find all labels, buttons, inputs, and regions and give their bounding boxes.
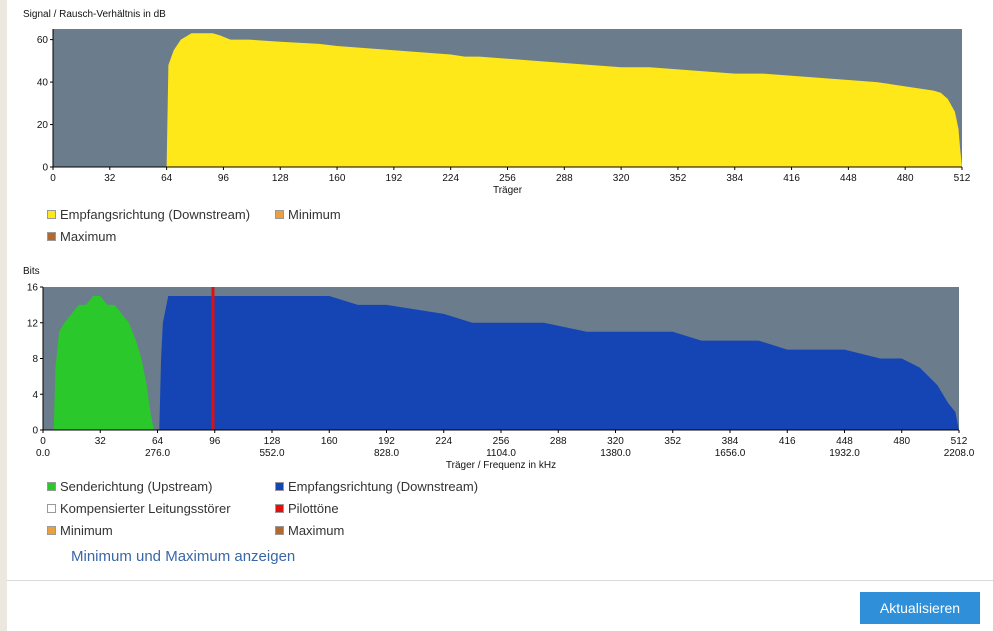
x-tick-label: 416 — [783, 173, 800, 184]
show-min-max-link[interactable]: Minimum und Maximum anzeigen — [71, 548, 296, 565]
x-tick-label: 128 — [264, 436, 281, 447]
x-tick-label: 512 — [951, 436, 968, 447]
x-tick-label: 416 — [779, 436, 796, 447]
x-axis-label: Träger / Frequenz in kHz — [446, 460, 556, 471]
x-tick-label: 128 — [272, 173, 289, 184]
divider — [7, 580, 993, 581]
x-freq-label: 0.0 — [36, 448, 50, 459]
refresh-button[interactable]: Aktualisieren — [860, 592, 980, 624]
x-tick-label: 288 — [556, 173, 573, 184]
pilot-swatch — [275, 504, 284, 513]
series-area-1 — [159, 295, 959, 430]
y-tick-label: 60 — [37, 35, 49, 46]
x-freq-label: 1104.0 — [486, 448, 516, 459]
y-tick-label: 4 — [32, 390, 38, 401]
y-tick-label: 0 — [42, 163, 48, 174]
legend2-pilot[interactable]: Pilottöne — [275, 501, 339, 516]
x-tick-label: 320 — [613, 173, 630, 184]
legend1-downstream[interactable]: Empfangsrichtung (Downstream) — [47, 207, 250, 222]
chart1-title: Signal / Rausch-Verhältnis in dB — [23, 9, 166, 20]
legend2-upstream[interactable]: Senderichtung (Upstream) — [47, 479, 212, 494]
x-tick-label: 448 — [840, 173, 857, 184]
chart2-title: Bits — [23, 266, 40, 277]
y-tick-label: 8 — [32, 354, 38, 365]
legend2-maximum-label: Maximum — [288, 523, 345, 538]
x-tick-label: 192 — [386, 173, 403, 184]
x-tick-label: 384 — [726, 173, 743, 184]
legend2-compensated[interactable]: Kompensierter Leitungsstörer — [47, 501, 231, 516]
y-tick-label: 0 — [32, 426, 38, 437]
y-tick-label: 20 — [37, 120, 49, 131]
legend1-minimum[interactable]: Minimum — [275, 207, 341, 222]
x-tick-label: 288 — [550, 436, 567, 447]
x-tick-label: 352 — [664, 436, 681, 447]
x-freq-label: 1932.0 — [829, 448, 860, 459]
x-tick-label: 0 — [40, 436, 46, 447]
x-tick-label: 64 — [152, 436, 164, 447]
compensated-swatch — [47, 504, 56, 513]
legend2-compensated-label: Kompensierter Leitungsstörer — [60, 501, 231, 516]
y-tick-label: 12 — [27, 318, 39, 329]
snr-chart: 0 20 40 60 0 32 64 96 128 160 192 224 256 288 320 352 38… — [37, 29, 971, 196]
x-tick-label: 96 — [218, 173, 230, 184]
x-freq-label: 2208.0 — [944, 448, 975, 459]
x-tick-label: 512 — [954, 173, 971, 184]
x-tick-label: 352 — [670, 173, 687, 184]
x-tick-label: 480 — [893, 436, 910, 447]
x-freq-label: 828.0 — [374, 448, 399, 459]
x-tick-label: 256 — [493, 436, 510, 447]
x-tick-label: 160 — [321, 436, 338, 447]
legend2-downstream-label: Empfangsrichtung (Downstream) — [288, 479, 479, 494]
x-freq-label: 276.0 — [145, 448, 170, 459]
series-area-0 — [53, 295, 154, 430]
x-tick-label: 480 — [897, 173, 914, 184]
legend1-maximum-label: Maximum — [60, 229, 117, 244]
downstream-swatch — [47, 210, 56, 219]
maximum-swatch — [275, 526, 284, 535]
x-tick-label: 224 — [435, 436, 452, 447]
x-tick-label: 448 — [836, 436, 853, 447]
legend1-minimum-label: Minimum — [288, 207, 341, 222]
x-tick-label: 384 — [722, 436, 739, 447]
downstream-swatch — [275, 482, 284, 491]
y-tick-label: 40 — [37, 78, 49, 89]
x-freq-label: 1656.0 — [715, 448, 746, 459]
series-area-0 — [164, 33, 962, 167]
legend2-downstream[interactable]: Empfangsrichtung (Downstream) — [275, 479, 478, 494]
x-tick-label: 32 — [104, 173, 116, 184]
legend1-maximum[interactable]: Maximum — [47, 229, 116, 244]
upstream-swatch — [47, 482, 56, 491]
x-tick-label: 192 — [378, 436, 395, 447]
x-freq-label: 1380.0 — [600, 448, 631, 459]
x-tick-label: 160 — [329, 173, 346, 184]
minimum-swatch — [47, 526, 56, 535]
x-tick-label: 0 — [50, 173, 56, 184]
x-tick-label: 224 — [442, 173, 459, 184]
y-tick-label: 16 — [27, 283, 39, 294]
minimum-swatch — [275, 210, 284, 219]
x-tick-label: 64 — [161, 173, 173, 184]
legend2-upstream-label: Senderichtung (Upstream) — [60, 479, 213, 494]
x-freq-label: 552.0 — [259, 448, 284, 459]
x-tick-label: 96 — [209, 436, 221, 447]
legend2-minimum[interactable]: Minimum — [47, 523, 113, 538]
x-tick-label: 320 — [607, 436, 624, 447]
legend1-downstream-label: Empfangsrichtung (Downstream) — [60, 207, 251, 222]
maximum-swatch — [47, 232, 56, 241]
x-tick-label: 32 — [95, 436, 107, 447]
x-tick-label: 256 — [499, 173, 516, 184]
x-axis-label: Träger — [493, 185, 523, 196]
legend2-minimum-label: Minimum — [60, 523, 113, 538]
legend2-maximum[interactable]: Maximum — [275, 523, 344, 538]
legend2-pilot-label: Pilottöne — [288, 501, 339, 516]
